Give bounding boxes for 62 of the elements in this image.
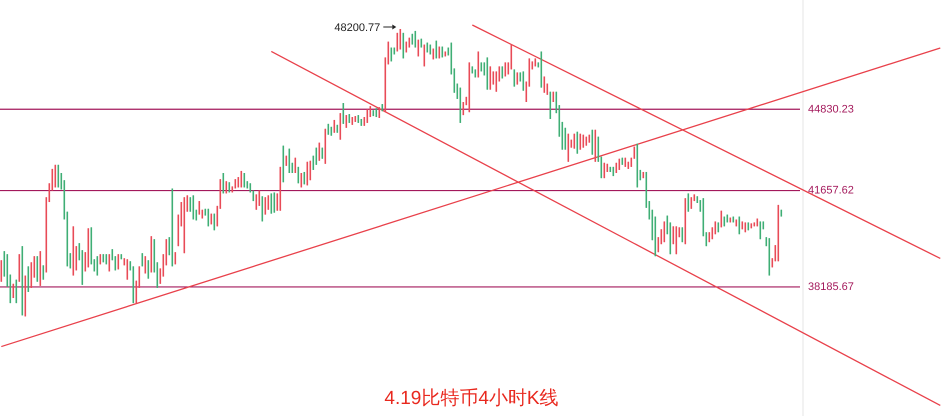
candlestick: [624, 157, 626, 168]
candlestick: [580, 133, 582, 150]
candlestick: [504, 62, 506, 77]
candlestick: [174, 252, 176, 265]
candlestick: [690, 196, 692, 210]
candlestick: [148, 260, 150, 280]
candlestick: [390, 47, 392, 62]
candlestick: [198, 200, 200, 215]
y-tick-label: 44830.23: [808, 103, 854, 116]
candlestick: [724, 216, 726, 227]
candlestick: [342, 102, 344, 124]
candlestick: [58, 164, 60, 188]
candlestick: [222, 172, 224, 194]
candlestick: [142, 252, 144, 267]
candlestick: [574, 133, 576, 150]
y-tick-label: 41657.62: [808, 184, 854, 197]
candlestick: [100, 254, 102, 265]
candlestick: [430, 44, 432, 55]
candlestick: [502, 66, 504, 79]
candlestick: [258, 190, 260, 206]
candlestick: [210, 213, 212, 225]
candlestick: [426, 42, 428, 53]
candlestick: [424, 44, 426, 67]
candlestick: [436, 40, 438, 59]
text: 4.19比特币4小时K线: [384, 388, 559, 409]
candlestick: [442, 46, 444, 58]
candlestick: [618, 158, 620, 170]
candlestick: [16, 279, 18, 304]
candlestick: [438, 46, 440, 59]
candlestick: [738, 216, 740, 235]
candlestick: [300, 172, 302, 188]
candlestick: [118, 254, 120, 270]
candlestick: [54, 164, 56, 188]
candlestick: [214, 213, 216, 231]
candlestick: [240, 170, 242, 188]
candlestick: [108, 254, 110, 272]
candlestick: [208, 208, 210, 227]
candlestick: [234, 178, 236, 189]
candlestick: [432, 48, 434, 60]
candlestick: [582, 134, 584, 148]
candlestick: [144, 256, 146, 274]
candlestick: [304, 172, 306, 185]
candlestick: [226, 180, 228, 194]
candlestick: [96, 256, 98, 276]
candlestick: [396, 32, 398, 52]
annotation: 48200.77: [334, 22, 380, 34]
candlestick: [244, 172, 246, 188]
candlestick: [106, 254, 108, 265]
candlestick: [576, 131, 578, 154]
candlestick: [286, 155, 288, 166]
candlestick: [318, 142, 320, 162]
candlestick: [294, 157, 296, 174]
candlestick: [346, 114, 348, 128]
candlestick: [0, 260, 2, 282]
candlestick: [366, 108, 368, 124]
candlestick: [298, 166, 300, 184]
candlestick: [720, 210, 722, 228]
candlestick: [418, 39, 420, 57]
candlestick: [306, 161, 308, 186]
candlestick: [264, 196, 266, 215]
y-tick-label: 38185.67: [808, 280, 854, 293]
candlestick: [406, 41, 408, 53]
